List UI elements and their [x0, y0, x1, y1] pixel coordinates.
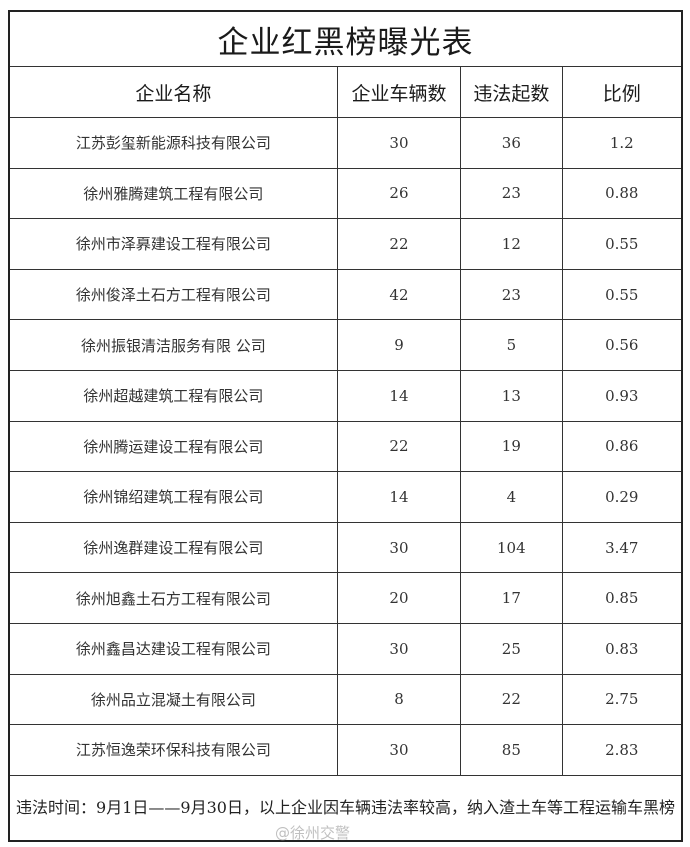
footer-note: 违法时间：9月1日——9月30日，以上企业因车辆违法率较高，纳入渣土车等工程运输… [8, 774, 683, 842]
cell-violations: 104 [460, 521, 563, 574]
cell-ratio: 3.47 [561, 521, 683, 574]
cell-ratio: 0.88 [561, 167, 683, 220]
table-row: 徐州超越建筑工程有限公司 14 13 0.93 [8, 369, 683, 422]
cell-ratio: 0.55 [561, 268, 683, 321]
header-row: 企业名称 企业车辆数 违法起数 比例 [8, 66, 683, 118]
cell-ratio: 0.86 [561, 420, 683, 473]
cell-company: 徐州俊泽土石方工程有限公司 [8, 268, 338, 321]
cell-vehicles: 30 [336, 521, 462, 574]
table-row: 徐州锦绍建筑工程有限公司 14 4 0.29 [8, 471, 683, 523]
cell-violations: 17 [460, 572, 563, 624]
cell-violations: 4 [460, 471, 563, 523]
cell-vehicles: 8 [336, 673, 462, 726]
header-company: 企业名称 [8, 66, 338, 118]
cell-violations: 36 [460, 117, 563, 169]
cell-company: 徐州品立混凝土有限公司 [8, 673, 338, 726]
table-row: 徐州鑫昌达建设工程有限公司 30 25 0.83 [8, 622, 683, 675]
header-ratio: 比例 [561, 66, 683, 118]
cell-company: 徐州鑫昌达建设工程有限公司 [8, 622, 338, 675]
cell-vehicles: 30 [336, 724, 462, 776]
blacklist-table: 企业红黑榜曝光表 企业名称 企业车辆数 违法起数 比例 江苏彭玺新能源科技有限公… [8, 10, 683, 842]
cell-vehicles: 30 [336, 622, 462, 675]
cell-vehicles: 42 [336, 268, 462, 321]
header-vehicles: 企业车辆数 [336, 66, 462, 118]
cell-company: 徐州雅腾建筑工程有限公司 [8, 167, 338, 220]
cell-company: 徐州旭鑫土石方工程有限公司 [8, 572, 338, 624]
table-title: 企业红黑榜曝光表 [8, 10, 683, 67]
table-row: 徐州俊泽土石方工程有限公司 42 23 0.55 [8, 268, 683, 321]
table-row: 徐州振银清洁服务有限 公司 9 5 0.56 [8, 319, 683, 371]
cell-ratio: 1.2 [561, 117, 683, 169]
cell-ratio: 0.55 [561, 218, 683, 270]
cell-ratio: 0.83 [561, 622, 683, 675]
cell-vehicles: 20 [336, 572, 462, 624]
table-row: 徐州市泽奡建设工程有限公司 22 12 0.55 [8, 218, 683, 270]
cell-violations: 23 [460, 167, 563, 220]
cell-vehicles: 30 [336, 117, 462, 169]
watermark: @徐州交警 [275, 824, 351, 842]
header-violations: 违法起数 [460, 66, 563, 118]
cell-vehicles: 22 [336, 420, 462, 473]
cell-company: 江苏恒逸荣环保科技有限公司 [8, 724, 338, 776]
cell-ratio: 0.85 [561, 572, 683, 624]
cell-ratio: 0.93 [561, 369, 683, 422]
table-row: 徐州旭鑫土石方工程有限公司 20 17 0.85 [8, 572, 683, 624]
cell-company: 徐州锦绍建筑工程有限公司 [8, 471, 338, 523]
table-row: 徐州雅腾建筑工程有限公司 26 23 0.88 [8, 167, 683, 220]
cell-company: 徐州振银清洁服务有限 公司 [8, 319, 338, 371]
cell-company: 江苏彭玺新能源科技有限公司 [8, 117, 338, 169]
table-row: 徐州品立混凝土有限公司 8 22 2.75 [8, 673, 683, 726]
table-row: 徐州腾运建设工程有限公司 22 19 0.86 [8, 420, 683, 473]
cell-company: 徐州逸群建设工程有限公司 [8, 521, 338, 574]
cell-violations: 23 [460, 268, 563, 321]
cell-ratio: 0.56 [561, 319, 683, 371]
cell-violations: 25 [460, 622, 563, 675]
table-row: 江苏彭玺新能源科技有限公司 30 36 1.2 [8, 117, 683, 169]
cell-violations: 22 [460, 673, 563, 726]
table-row: 江苏恒逸荣环保科技有限公司 30 85 2.83 [8, 724, 683, 776]
cell-ratio: 2.83 [561, 724, 683, 776]
cell-ratio: 2.75 [561, 673, 683, 726]
cell-vehicles: 26 [336, 167, 462, 220]
cell-violations: 13 [460, 369, 563, 422]
cell-vehicles: 14 [336, 471, 462, 523]
cell-ratio: 0.29 [561, 471, 683, 523]
cell-vehicles: 9 [336, 319, 462, 371]
cell-violations: 19 [460, 420, 563, 473]
cell-company: 徐州市泽奡建设工程有限公司 [8, 218, 338, 270]
cell-violations: 85 [460, 724, 563, 776]
cell-company: 徐州腾运建设工程有限公司 [8, 420, 338, 473]
cell-violations: 12 [460, 218, 563, 270]
table-row: 徐州逸群建设工程有限公司 30 104 3.47 [8, 521, 683, 574]
cell-vehicles: 14 [336, 369, 462, 422]
cell-company: 徐州超越建筑工程有限公司 [8, 369, 338, 422]
cell-violations: 5 [460, 319, 563, 371]
cell-vehicles: 22 [336, 218, 462, 270]
